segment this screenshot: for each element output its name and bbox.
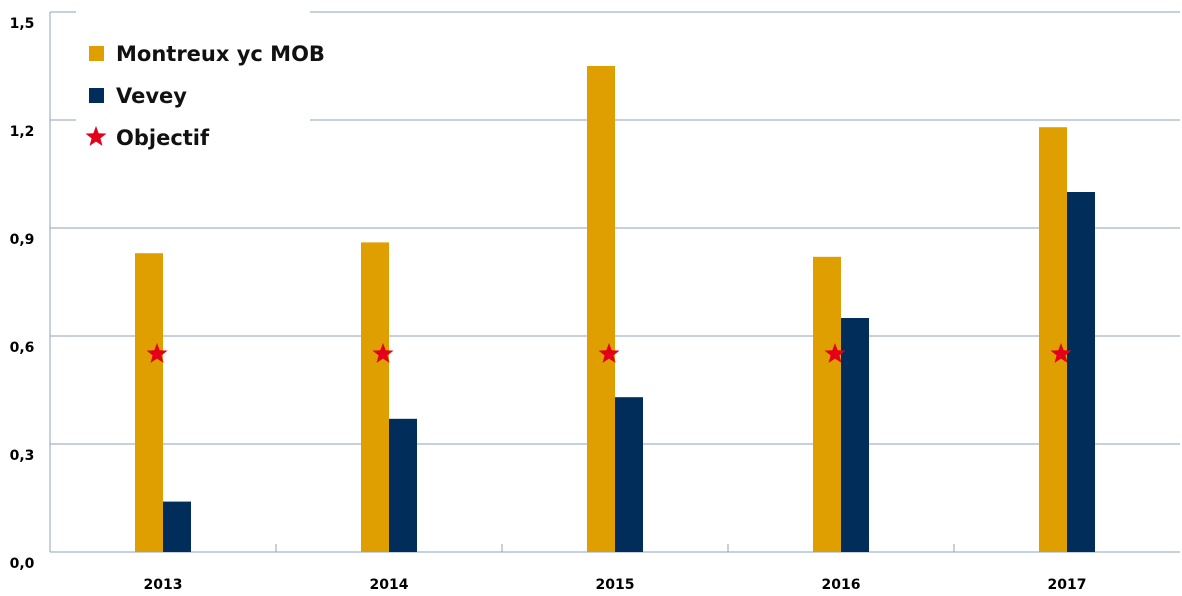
legend-marker	[89, 88, 104, 103]
x-tick-label: 2013	[144, 577, 183, 593]
legend-background	[76, 2, 310, 172]
bar	[841, 318, 869, 552]
x-tick-label: 2014	[370, 577, 409, 593]
legend-marker	[85, 126, 107, 146]
bar	[389, 418, 417, 552]
bar	[163, 501, 191, 552]
legend-label: Montreux yc MOB	[116, 42, 325, 66]
y-tick-label: 0,6	[10, 340, 35, 356]
x-tick-label: 2015	[596, 577, 635, 593]
bar	[615, 397, 643, 552]
objective-marker	[372, 343, 394, 363]
bar	[135, 253, 163, 552]
bar	[813, 256, 841, 552]
legend-label: Objectif	[116, 126, 210, 150]
y-tick-label: 0,9	[10, 232, 35, 248]
bar	[1067, 192, 1095, 552]
bar	[361, 242, 389, 552]
bar	[1039, 127, 1067, 552]
y-tick-label: 1,5	[10, 16, 35, 32]
objective-marker	[146, 343, 168, 363]
y-tick-label: 0,0	[10, 556, 35, 572]
objective-marker	[824, 343, 846, 363]
x-tick-label: 2016	[822, 577, 861, 593]
x-tick-label: 2017	[1048, 577, 1087, 593]
y-tick-label: 1,2	[10, 124, 35, 140]
objective-marker	[598, 343, 620, 363]
objective-marker	[1050, 343, 1072, 363]
bar	[587, 66, 615, 552]
legend-marker	[89, 46, 104, 61]
y-tick-label: 0,3	[10, 448, 35, 464]
legend-label: Vevey	[116, 84, 187, 108]
